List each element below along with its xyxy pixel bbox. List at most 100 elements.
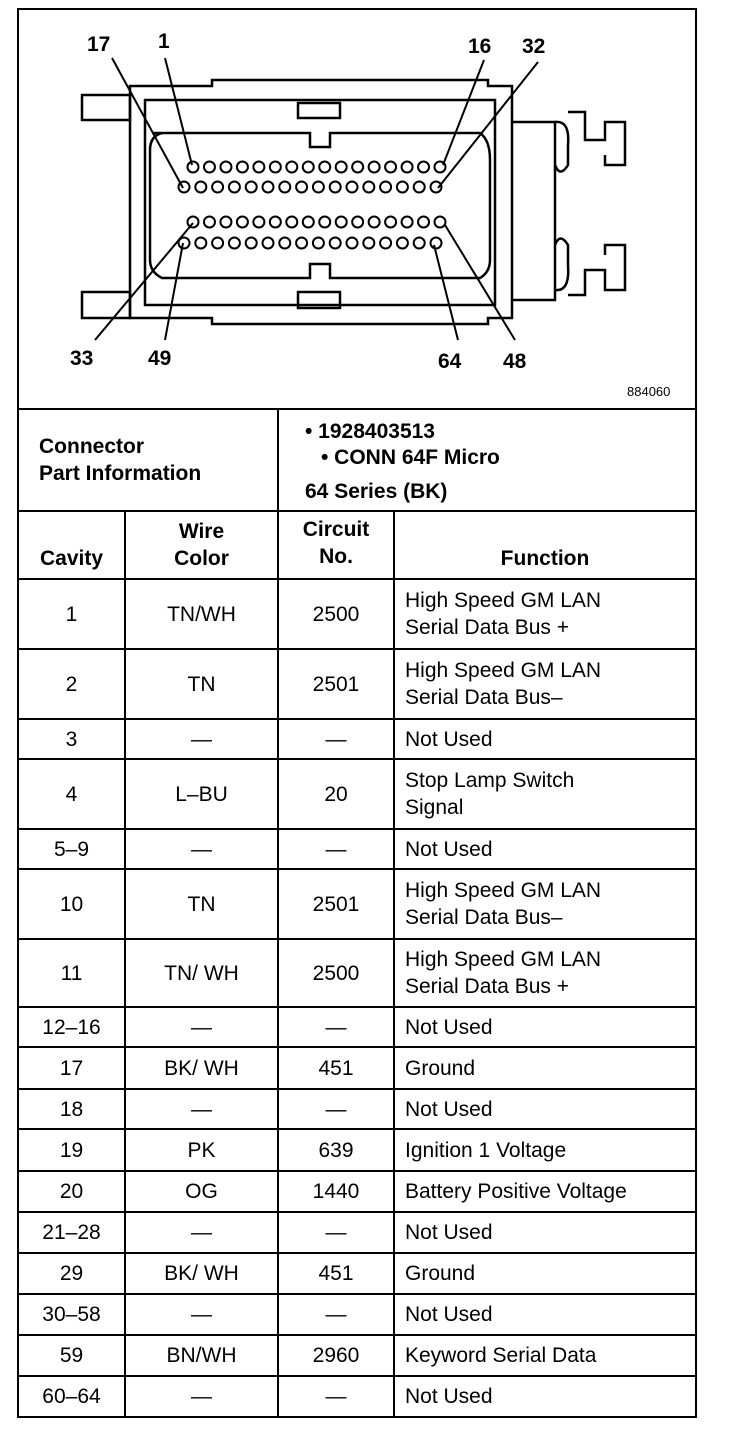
pin-24 [295,180,309,194]
cell-cavity-line: 2 [65,672,78,696]
pin-61 [379,236,393,250]
cell-function-line: Serial Data Bus + [405,975,570,998]
cell-circuit-no-line: 2500 [312,602,360,626]
cell-circuit-no: — [279,720,395,760]
cell-cavity-line: 18 [59,1097,84,1121]
cell-wire-color-line: BN/WH [166,1344,237,1367]
pin-label-1: 1 [158,30,170,53]
cell-wire-color-line: — [191,1385,212,1408]
pin-8 [301,160,315,174]
pin-60 [362,236,376,250]
cell-wire-color: OG [126,1172,279,1213]
pin-59 [345,236,359,250]
leader-line-17 [111,57,184,189]
cell-cavity-text: 10 [60,891,83,918]
pin-52 [227,236,241,250]
cell-cavity: 59 [17,1336,126,1377]
cell-function-line: Not Used [405,837,493,861]
cell-cavity-line: 29 [59,1262,84,1285]
cell-function: High Speed GM LAN Serial Data Bus– [395,870,697,940]
cell-wire-color-line: — [191,1303,212,1326]
cell-circuit-no-text: — [326,726,347,753]
cell-circuit-no: 2500 [279,940,395,1008]
cell-circuit-no-text: — [326,1096,347,1123]
pin-23 [278,180,292,194]
pin-30 [395,180,409,194]
cell-cavity-line: 3 [65,727,78,751]
cell-function: Not Used [395,1090,697,1130]
header-function: Function [395,512,697,580]
pin-2 [202,160,216,174]
cell-cavity-line: 19 [59,1138,84,1162]
cell-function-text: Ignition 1 Voltage [405,1137,566,1164]
pin-18 [194,180,208,194]
cell-wire-color-line: — [191,1221,212,1244]
header-wire-color-line: Color [174,547,229,570]
figure-number: 884060 [627,384,671,399]
pin-label-48: 48 [503,350,527,373]
cell-wire-color-text: PK [187,1137,215,1164]
cell-cavity-line: 17 [59,1056,84,1080]
cell-wire-color-text: — [191,1219,212,1246]
pin-20 [227,180,241,194]
cell-cavity: 12–16 [17,1008,126,1048]
cell-circuit-no-line: 20 [324,782,348,806]
cell-wire-color-line: PK [187,1138,216,1162]
cell-function: Not Used [395,1213,697,1254]
cell-cavity: 2 [17,650,126,720]
cell-function: Not Used [395,720,697,760]
cell-cavity-text: 11 [61,960,83,987]
pin-36 [235,215,249,229]
cell-function-line: Battery Positive Voltage [405,1180,627,1203]
cell-wire-color-text: — [191,1301,212,1328]
cell-cavity-line: 12–16 [42,1015,101,1039]
cell-cavity-line: 5–9 [53,837,90,861]
cell-circuit-no: — [279,1008,395,1048]
header-cavity: Cavity [17,512,126,580]
cell-circuit-no-line: 639 [318,1138,354,1162]
leader-line-49 [164,242,184,341]
cell-circuit-no-line: — [325,727,347,751]
cell-function-line: Ground [405,1056,476,1080]
cell-circuit-no-line: 2501 [312,892,360,916]
cell-cavity: 5–9 [17,830,126,870]
leader-line-33 [94,222,194,341]
cell-function-line: Serial Data Bus + [405,616,570,639]
cell-wire-color-text: — [191,836,212,863]
cell-function-text: Not Used [405,1301,493,1328]
cell-wire-color-line: — [191,1015,212,1039]
cell-function-text: High Speed GM LAN Serial Data Bus– [405,657,601,711]
cell-cavity-text: 17 [60,1055,83,1082]
pin-48 [433,215,447,229]
cell-wire-color: BK/ WH [126,1048,279,1090]
cell-function: Not Used [395,830,697,870]
cell-circuit-no-text: 2960 [313,1342,360,1369]
header-circuit-no-line: Circuit [302,518,370,541]
cell-wire-color: BN/WH [126,1336,279,1377]
cell-cavity: 60–64 [17,1377,126,1418]
cell-function-line: Signal [405,796,464,819]
cell-wire-color-text: — [191,1096,212,1123]
cell-wire-color-line: OG [185,1180,218,1203]
pin-57 [311,236,325,250]
pin-42 [334,215,348,229]
part-info-label: Connector Part Information [17,408,279,512]
cell-cavity-text: 18 [60,1096,83,1123]
cell-cavity-line: 20 [59,1180,84,1203]
cell-function-text: Keyword Serial Data [405,1342,596,1369]
cell-cavity-text: 12–16 [42,1014,100,1041]
pin-label-64: 64 [438,350,462,373]
pin-51 [211,236,225,250]
cell-circuit-no-text: — [326,1383,347,1410]
cell-wire-color: TN [126,650,279,720]
header-circuit-no-line: No. [319,545,353,568]
cell-cavity-line: 10 [59,892,84,916]
cell-circuit-no-text: 451 [318,1055,353,1082]
cell-circuit-no-text: 639 [318,1137,353,1164]
cell-wire-color: — [126,830,279,870]
cell-circuit-no-text: 2501 [313,671,360,698]
header-circuit-no: Circuit No. [279,512,395,580]
cell-circuit-no: — [279,1213,395,1254]
cell-wire-color: BK/ WH [126,1254,279,1295]
cell-function-text: Battery Positive Voltage [405,1178,627,1205]
